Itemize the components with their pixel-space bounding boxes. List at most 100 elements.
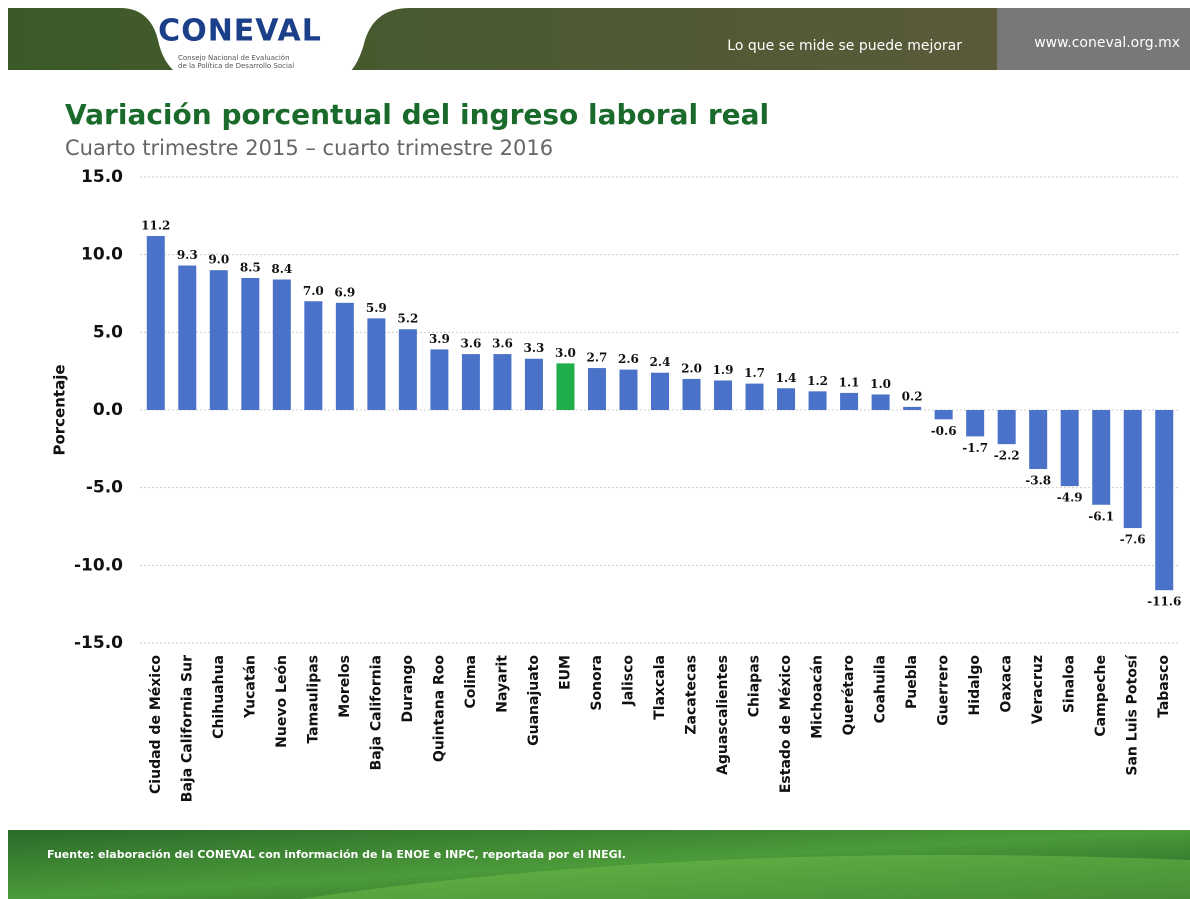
value-label: 5.9 [366, 301, 387, 315]
value-label: -3.8 [1025, 474, 1051, 488]
x-tick-label: Durango [400, 655, 416, 723]
x-tick-label: Chihuahua [211, 655, 227, 739]
slogan: Lo que se mide se puede mejorar [727, 38, 962, 54]
value-label: 3.6 [492, 337, 513, 351]
value-label: 1.9 [713, 363, 734, 377]
bar [619, 369, 638, 410]
x-tick-label: Guerrero [936, 655, 952, 726]
value-label: 3.6 [460, 337, 481, 351]
y-tick-label: -5.0 [86, 478, 123, 498]
source-note: Fuente: elaboración del CONEVAL con info… [47, 848, 626, 861]
x-tick-label: Nuevo León [274, 655, 290, 748]
x-tick-label: Tlaxcala [652, 655, 668, 720]
value-label: 2.0 [681, 361, 702, 375]
x-tick-label: Nayarit [494, 655, 510, 713]
x-tick-label: Baja California Sur [179, 655, 195, 802]
header-url-box [997, 8, 1190, 70]
value-label: 2.6 [618, 352, 639, 366]
bar [178, 265, 197, 410]
x-tick-label: Baja California [368, 655, 384, 770]
bar [682, 378, 701, 410]
y-tick-label: -10.0 [74, 555, 123, 575]
x-tick-label: Jalisco [620, 655, 636, 707]
value-label: -4.9 [1057, 491, 1083, 505]
value-label: 1.4 [776, 371, 797, 385]
value-label: 9.3 [177, 248, 198, 262]
x-tick-label: Tabasco [1156, 655, 1172, 718]
bar [556, 363, 575, 410]
x-tick-label: Tamaulipas [305, 655, 321, 744]
x-tick-label: Coahuila [873, 655, 889, 723]
bar [430, 349, 449, 410]
value-label: 8.5 [240, 260, 261, 274]
value-label: 3.0 [555, 346, 576, 360]
value-label: 1.0 [870, 377, 891, 391]
bar [997, 410, 1016, 445]
x-tick-label: EUM [557, 655, 573, 690]
value-label: -0.6 [931, 424, 957, 438]
value-label: 5.2 [397, 312, 418, 326]
x-tick-label: Zacatecas [684, 655, 700, 735]
value-label: -11.6 [1147, 595, 1181, 609]
bar [934, 410, 953, 420]
bar [461, 354, 480, 410]
y-tick-label: 10.0 [81, 245, 123, 265]
x-tick-label: Puebla [904, 655, 920, 709]
bar [714, 380, 733, 410]
bar [808, 391, 827, 410]
value-label: -2.2 [994, 449, 1020, 463]
x-tick-label: Morelos [337, 655, 353, 718]
y-tick-label: -15.0 [74, 633, 123, 653]
x-tick-label: Hidalgo [967, 655, 983, 716]
bar [209, 270, 228, 410]
bar [1029, 410, 1048, 470]
y-tick-label: 15.0 [81, 167, 123, 187]
bar [1123, 410, 1142, 529]
bar [871, 394, 890, 410]
bar [651, 372, 669, 410]
bar [745, 383, 764, 410]
bar [1155, 410, 1174, 591]
value-label: 1.1 [839, 375, 860, 389]
logo-subtitle: de la Política de Desarrollo Social [178, 62, 294, 70]
x-tick-label: Aguascalientes [715, 655, 731, 775]
x-tick-label: Chiapas [747, 655, 763, 717]
bar [840, 392, 859, 410]
bar [587, 368, 606, 410]
value-label: -6.1 [1088, 509, 1114, 523]
value-label: 11.2 [141, 219, 170, 233]
x-tick-label: Estado de México [778, 655, 794, 793]
value-label: 0.2 [902, 389, 923, 403]
value-label: -7.6 [1120, 533, 1146, 547]
bar [1092, 410, 1111, 505]
x-tick-label: Quintana Roo [431, 655, 447, 762]
bar [493, 354, 512, 410]
bar [398, 329, 417, 410]
bar [272, 279, 291, 410]
value-label: 2.4 [650, 355, 671, 369]
x-tick-label: Sinaloa [1062, 655, 1078, 713]
value-label: 6.9 [334, 285, 355, 299]
x-tick-label: Sonora [589, 655, 605, 711]
x-tick-label: San Luis Potosí [1125, 654, 1141, 776]
x-tick-label: Querétaro [841, 655, 857, 736]
logo: CONEVAL [158, 14, 322, 49]
value-label: 2.7 [587, 351, 608, 365]
x-tick-label: Michoacán [810, 655, 826, 739]
url: www.coneval.org.mx [1034, 35, 1180, 51]
value-label: 1.7 [744, 366, 765, 380]
chart-title: Variación porcentual del ingreso laboral… [65, 98, 769, 131]
value-label: 3.9 [429, 332, 450, 346]
value-label: 3.3 [523, 341, 544, 355]
x-tick-label: Colima [463, 655, 479, 709]
logo-subtitle: Consejo Nacional de Evaluación [178, 54, 290, 62]
value-label: 9.0 [208, 253, 229, 267]
y-axis-label: Porcentaje [51, 364, 69, 455]
bar [367, 318, 386, 410]
bar [524, 358, 543, 410]
x-tick-label: Campeche [1093, 655, 1109, 737]
value-label: 7.0 [303, 284, 324, 298]
bar [304, 301, 323, 410]
logo-shape [120, 8, 410, 82]
